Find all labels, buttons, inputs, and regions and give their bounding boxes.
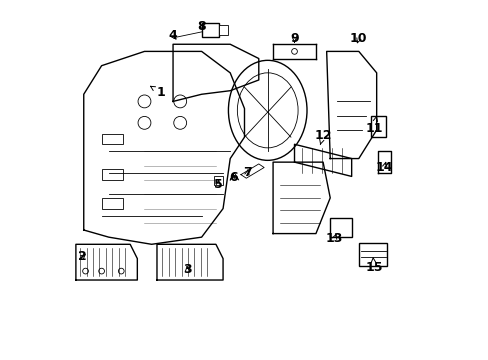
- Text: 7: 7: [243, 166, 251, 179]
- Text: 11: 11: [365, 116, 382, 135]
- Text: 8: 8: [197, 20, 205, 33]
- Text: 12: 12: [314, 129, 331, 145]
- Bar: [102, 198, 123, 208]
- Text: 10: 10: [349, 32, 367, 45]
- Text: 13: 13: [325, 233, 343, 246]
- Text: 3: 3: [183, 263, 191, 276]
- Bar: [102, 134, 123, 144]
- Text: 5: 5: [214, 178, 223, 191]
- Bar: [214, 176, 223, 185]
- Text: 2: 2: [78, 250, 87, 263]
- Bar: [358, 243, 386, 266]
- Text: 1: 1: [150, 86, 164, 99]
- Bar: [201, 23, 219, 37]
- Text: 4: 4: [168, 29, 177, 42]
- Text: 6: 6: [228, 171, 237, 184]
- Bar: [219, 24, 228, 35]
- Text: 15: 15: [365, 258, 382, 274]
- Text: 14: 14: [375, 161, 392, 174]
- Text: 9: 9: [289, 32, 298, 45]
- Bar: [329, 217, 351, 237]
- Bar: [370, 116, 385, 137]
- Bar: [102, 169, 123, 180]
